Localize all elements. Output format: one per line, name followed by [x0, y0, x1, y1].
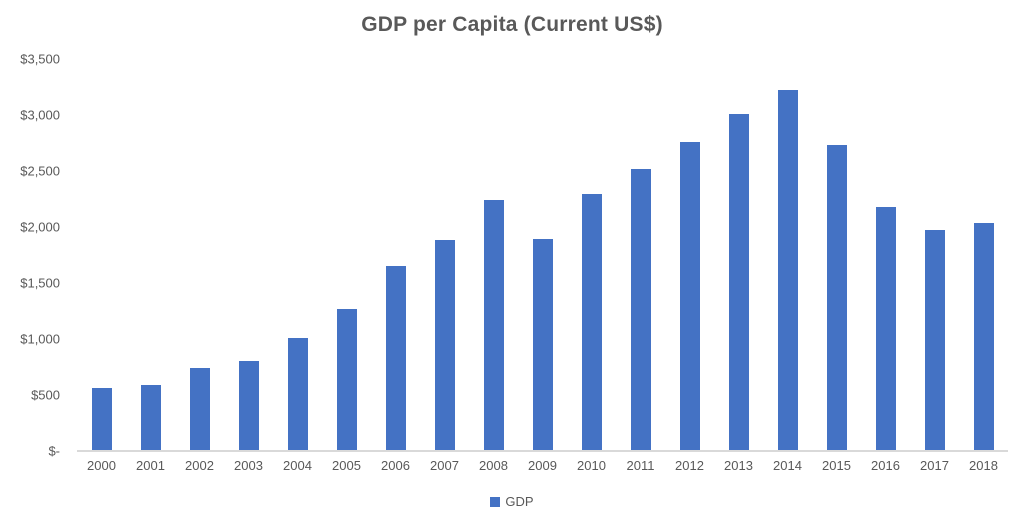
x-tick-2012: 2012: [675, 458, 704, 473]
bar-2008: [483, 200, 504, 451]
x-tick-2002: 2002: [185, 458, 214, 473]
chart-title: GDP per Capita (Current US$): [361, 13, 663, 36]
x-tick-2007: 2007: [430, 458, 459, 473]
x-tick-2004: 2004: [283, 458, 312, 473]
bar-2015: [826, 144, 847, 451]
bar-2000: [91, 387, 112, 451]
bar-2010: [581, 193, 602, 451]
bar-2016: [875, 207, 896, 451]
x-tick-2006: 2006: [381, 458, 410, 473]
bar-2005: [336, 309, 357, 451]
bar-2013: [728, 113, 749, 451]
legend-swatch-icon: [490, 496, 501, 507]
bar-2014: [777, 90, 798, 451]
x-tick-2001: 2001: [136, 458, 165, 473]
x-tick-2010: 2010: [577, 458, 606, 473]
bar-2009: [532, 239, 553, 451]
y-tick-label: $1,500: [20, 275, 60, 291]
x-tick-2011: 2011: [626, 458, 655, 473]
x-tick-2005: 2005: [332, 458, 361, 473]
x-tick-2003: 2003: [234, 458, 263, 473]
x-tick-2014: 2014: [773, 458, 802, 473]
bar-2001: [140, 385, 161, 451]
y-tick-label: $-: [48, 443, 60, 459]
x-tick-2000: 2000: [87, 458, 116, 473]
bar-2017: [924, 230, 945, 451]
x-tick-2009: 2009: [528, 458, 557, 473]
x-tick-2015: 2015: [822, 458, 851, 473]
bar-2011: [630, 168, 651, 451]
legend-label: GDP: [505, 494, 534, 509]
x-tick-2018: 2018: [969, 458, 998, 473]
bar-2007: [434, 240, 455, 451]
x-tick-2008: 2008: [479, 458, 508, 473]
y-tick-label: $3,500: [20, 51, 60, 67]
x-tick-2016: 2016: [871, 458, 900, 473]
x-tick-2013: 2013: [724, 458, 753, 473]
bar-2002: [189, 368, 210, 451]
legend: GDP: [0, 494, 1024, 509]
bar-2018: [973, 223, 994, 451]
bar-2012: [679, 141, 700, 451]
y-tick-label: $2,500: [20, 163, 60, 179]
bar-2003: [238, 361, 259, 451]
bar-2004: [287, 337, 308, 451]
y-tick-label: $2,000: [20, 219, 60, 235]
plot-area: [77, 59, 1008, 451]
x-axis-line: [77, 450, 1008, 452]
bar-2006: [385, 265, 406, 451]
y-tick-label: $500: [31, 387, 60, 403]
y-tick-label: $1,000: [20, 331, 60, 347]
x-tick-2017: 2017: [920, 458, 949, 473]
y-tick-label: $3,000: [20, 107, 60, 123]
